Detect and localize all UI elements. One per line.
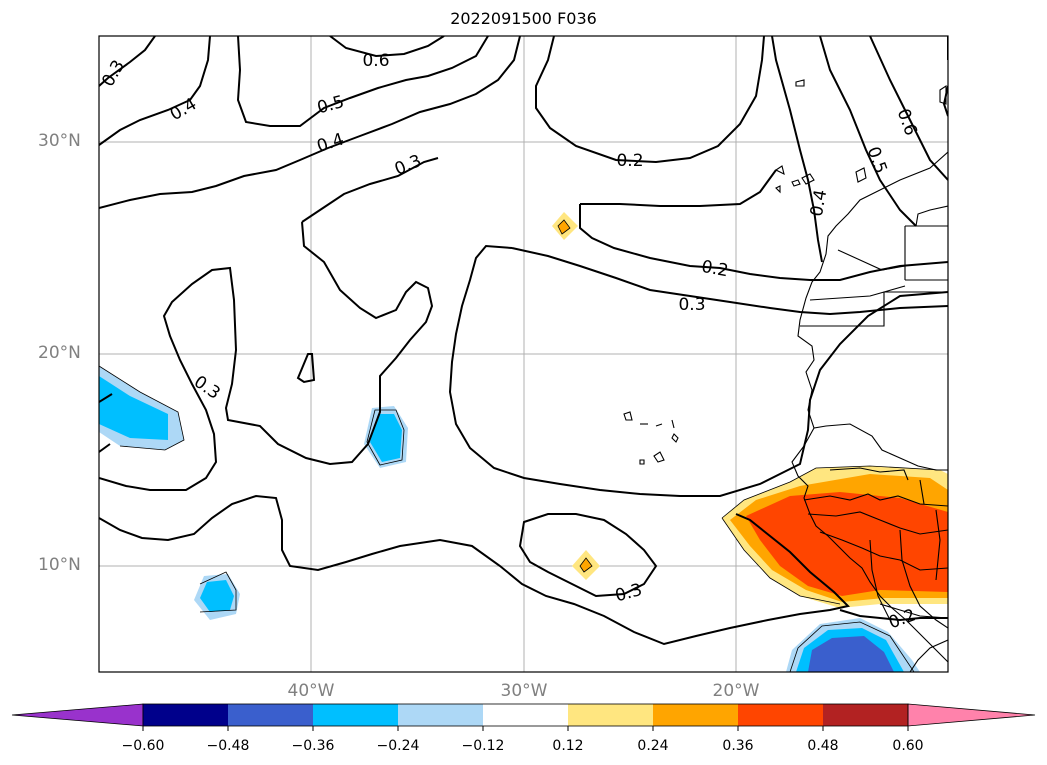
colorbar-segment <box>568 704 653 726</box>
lon-label-40w: 40°W <box>287 681 335 701</box>
map-title: 2022091500 F036 <box>450 9 597 28</box>
lon-label-30w: 30°W <box>500 681 548 701</box>
colorbar-extend-low <box>11 703 144 727</box>
colorbar-segment <box>228 704 313 726</box>
contour-label: 0.4 <box>167 94 200 125</box>
contour-label: 0.5 <box>315 92 346 118</box>
colorbar-tick-label: 0.60 <box>892 738 924 754</box>
colorbar-tick-label: 0.12 <box>552 738 584 754</box>
colorbar-tick-label: −0.12 <box>461 738 505 754</box>
contour-label: 0.4 <box>315 130 347 157</box>
colorbar <box>11 703 1036 731</box>
contour-label: 0.3 <box>392 151 425 180</box>
contour-label: 0.3 <box>613 580 644 606</box>
negative-anomaly-fills <box>99 365 920 672</box>
positive-anomaly-fills <box>552 212 948 608</box>
plot-frame <box>98 35 949 673</box>
colorbar-segment <box>398 704 483 726</box>
contour-line-outer <box>99 244 948 497</box>
colorbar-segment <box>653 704 738 726</box>
colorbar-tick-label: 0.48 <box>807 738 839 754</box>
lat-label-10n: 10°N <box>38 555 81 575</box>
contour-lines <box>99 36 948 646</box>
lat-label-20n: 20°N <box>38 343 81 363</box>
colorbar-tick-label: −0.24 <box>376 738 420 754</box>
lat-label-30n: 30°N <box>38 131 81 151</box>
colorbar-tick-label: −0.36 <box>291 738 335 754</box>
contour-label: 0.4 <box>807 188 831 218</box>
colorbar-tick-label: 0.24 <box>637 738 669 754</box>
colorbar-segment <box>143 704 228 726</box>
contour-label: 0.3 <box>98 57 129 90</box>
colorbar-extend-high <box>907 703 1036 727</box>
coastlines-borders <box>623 79 948 672</box>
colorbar-segment <box>483 704 568 726</box>
contour-label: 0.2 <box>886 605 918 633</box>
colorbar-segment <box>738 704 823 726</box>
lon-label-20w: 20°W <box>712 681 760 701</box>
contour-label: 0.3 <box>190 372 224 404</box>
contour-label: 0.6 <box>362 51 389 71</box>
colorbar-segment <box>313 704 398 726</box>
colorbar-tick-label: 0.36 <box>722 738 754 754</box>
contour-label: 0.5 <box>863 144 891 176</box>
contour-label: 0.2 <box>700 257 730 281</box>
colorbar-tick-label: −0.48 <box>206 738 250 754</box>
colorbar-tick-label: −0.60 <box>121 738 165 754</box>
contour-label: 0.3 <box>678 295 705 315</box>
colorbar-frame <box>142 703 909 727</box>
colorbar-segment <box>823 704 908 726</box>
contour-label: 0.2 <box>616 151 643 171</box>
